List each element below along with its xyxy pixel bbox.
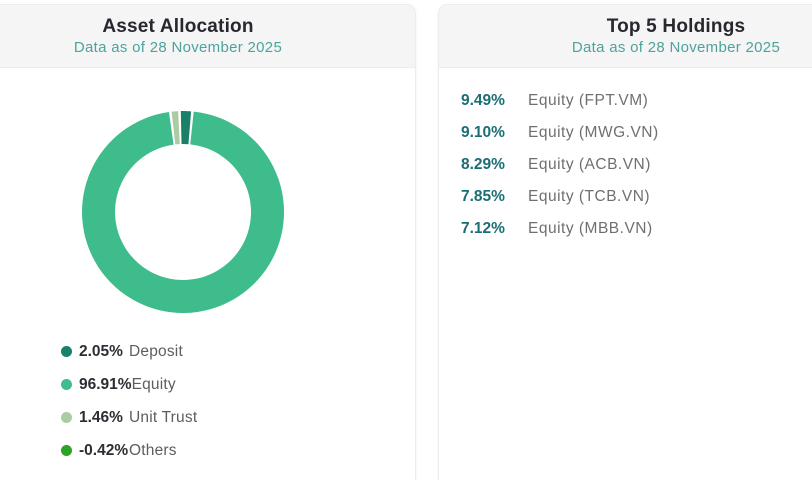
legend-color-dot-icon bbox=[61, 346, 72, 357]
legend-item-others[interactable]: -0.42% Others bbox=[61, 434, 197, 467]
holding-percent: 9.10% bbox=[461, 124, 505, 141]
legend-percent: 1.46% bbox=[79, 408, 123, 426]
holding-name: Equity (FPT.VM) bbox=[528, 92, 649, 109]
holding-name: Equity (ACB.VN) bbox=[528, 156, 651, 173]
legend-color-dot-icon bbox=[61, 412, 72, 423]
holding-row: 8.29% Equity (ACB.VN) bbox=[461, 149, 659, 181]
legend-item-equity[interactable]: 96.91% Equity bbox=[61, 368, 197, 401]
legend-item-deposit[interactable]: 2.05% Deposit bbox=[61, 335, 197, 368]
legend-label: Deposit bbox=[129, 342, 183, 360]
holding-percent: 7.85% bbox=[461, 188, 505, 205]
top-holdings-header: Top 5 Holdings Data as of 28 November 20… bbox=[439, 5, 812, 68]
asset-allocation-header: Asset Allocation Data as of 28 November … bbox=[0, 5, 415, 68]
holding-row: 9.10% Equity (MWG.VN) bbox=[461, 117, 659, 149]
asset-allocation-subtitle: Data as of 28 November 2025 bbox=[73, 39, 283, 56]
legend-item-unit-trust[interactable]: 1.46% Unit Trust bbox=[61, 401, 197, 434]
legend-label: Equity bbox=[131, 375, 176, 393]
legend-percent: 96.91% bbox=[79, 375, 132, 393]
legend-percent: -0.42% bbox=[79, 441, 129, 459]
holding-name: Equity (TCB.VN) bbox=[528, 188, 651, 205]
donut-svg bbox=[82, 110, 285, 313]
holding-row: 9.49% Equity (FPT.VM) bbox=[461, 85, 659, 117]
donut-slice-equity[interactable] bbox=[82, 111, 285, 313]
top-holdings-subtitle: Data as of 28 November 2025 bbox=[571, 39, 781, 56]
legend-color-dot-icon bbox=[61, 379, 72, 390]
legend-label: Others bbox=[129, 441, 177, 459]
holding-percent: 7.12% bbox=[461, 220, 505, 237]
asset-allocation-title: Asset Allocation bbox=[102, 16, 254, 37]
top-holdings-title: Top 5 Holdings bbox=[606, 16, 746, 37]
donut-slice-unit-trust[interactable] bbox=[171, 111, 180, 145]
holding-percent: 8.29% bbox=[461, 156, 505, 173]
holding-name: Equity (MWG.VN) bbox=[528, 124, 659, 141]
top-holdings-card: Top 5 Holdings Data as of 28 November 20… bbox=[438, 4, 812, 480]
asset-allocation-legend: 2.05% Deposit 96.91% Equity 1.46% Unit Trust -… bbox=[61, 335, 197, 467]
top-holdings-list: 9.49% Equity (FPT.VM) 9.10% Equity (MWG.VN)… bbox=[461, 85, 659, 245]
holding-row: 7.12% Equity (MBB.VN) bbox=[461, 213, 659, 245]
holding-percent: 9.49% bbox=[461, 92, 505, 109]
donut-slice-deposit[interactable] bbox=[180, 110, 192, 145]
legend-label: Unit Trust bbox=[129, 408, 198, 426]
asset-allocation-donut-chart[interactable] bbox=[81, 110, 285, 314]
holding-row: 7.85% Equity (TCB.VN) bbox=[461, 181, 659, 213]
legend-color-dot-icon bbox=[61, 445, 72, 456]
holding-name: Equity (MBB.VN) bbox=[528, 220, 653, 237]
legend-percent: 2.05% bbox=[79, 342, 123, 360]
asset-allocation-card: Asset Allocation Data as of 28 November … bbox=[0, 4, 416, 480]
